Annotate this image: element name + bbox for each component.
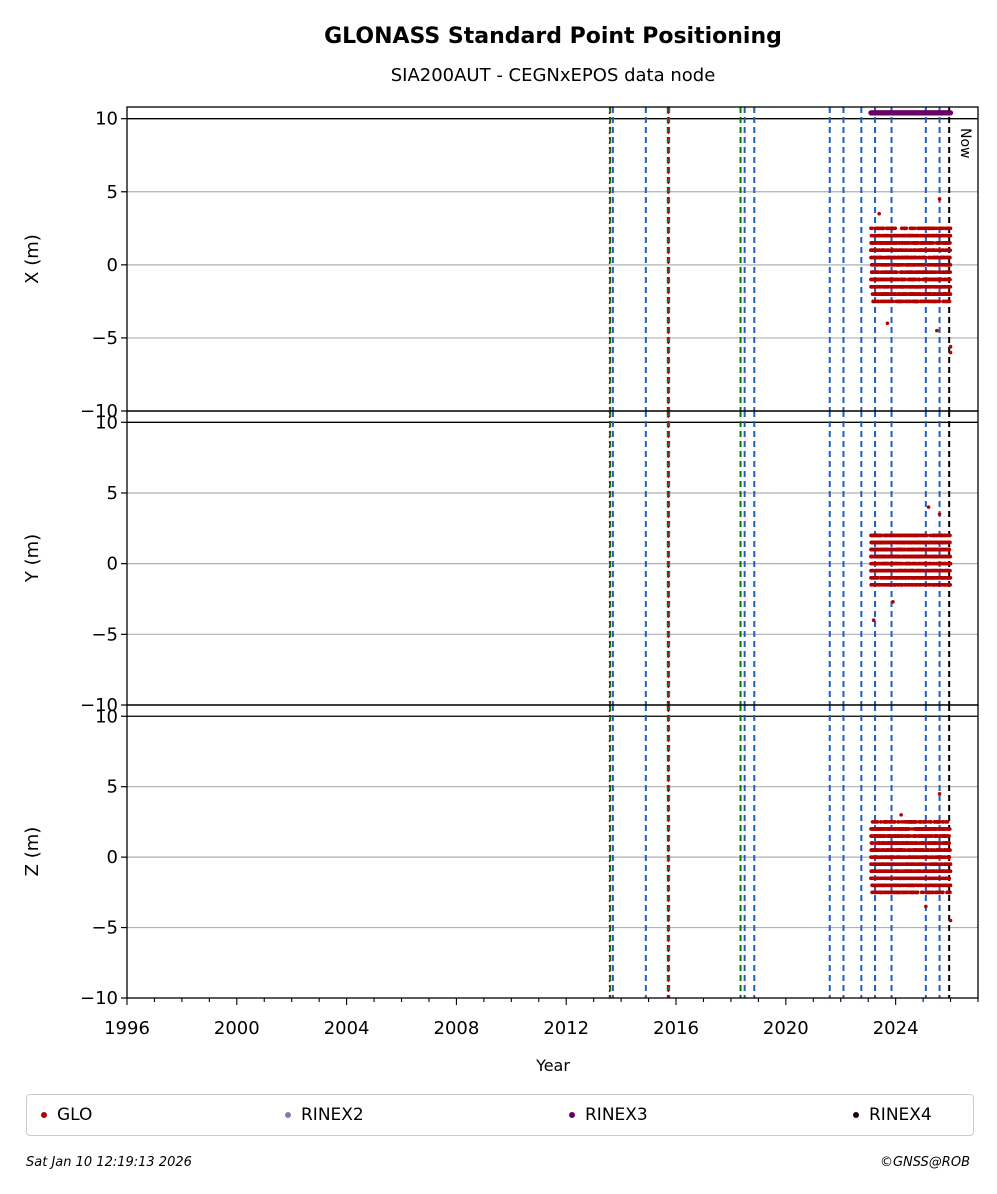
- panel-frame: [126, 410, 979, 706]
- data-point: [895, 270, 899, 274]
- data-point: [916, 299, 920, 304]
- y-axis-label: Y (m): [22, 534, 43, 583]
- data-point: [875, 820, 880, 824]
- data-point: [923, 255, 928, 260]
- data-point: [948, 233, 953, 238]
- data-point: [948, 568, 952, 573]
- data-point: [948, 575, 953, 580]
- data-point: [947, 299, 952, 304]
- data-point: [948, 263, 953, 267]
- y-tick-label: −5: [91, 624, 118, 645]
- data-point: [871, 618, 876, 622]
- data-point: [913, 226, 917, 231]
- data-point: [935, 328, 939, 333]
- panel-frame: [126, 106, 979, 412]
- data-point: [948, 270, 953, 274]
- y-tick-label: 10: [95, 412, 118, 433]
- data-point: [948, 350, 953, 355]
- data-point: [926, 505, 931, 509]
- data-point: [937, 512, 942, 516]
- chart-title: GLONASS Standard Point Positioning: [324, 24, 782, 49]
- data-point: [937, 299, 942, 304]
- data-point: [923, 263, 927, 267]
- data-point: [948, 540, 952, 545]
- now-label: Now: [957, 128, 973, 159]
- y-tick-label: 10: [95, 109, 118, 130]
- data-point: [893, 226, 898, 231]
- data-point: [948, 284, 953, 289]
- data-point: [904, 226, 909, 231]
- data-point: [948, 292, 953, 296]
- data-point: [885, 321, 890, 326]
- chart-subtitle: SIA200AUT - CEGNxEPOS data node: [391, 65, 716, 86]
- data-point: [917, 277, 922, 282]
- data-point: [947, 547, 952, 552]
- data-point: [948, 226, 953, 231]
- data-point: [948, 554, 953, 559]
- y-tick-label: 0: [107, 255, 118, 276]
- y-tick-label: 0: [107, 554, 118, 575]
- data-point: [903, 277, 907, 282]
- data-point: [948, 241, 952, 245]
- data-point: [948, 255, 952, 260]
- y-axis-label: X (m): [22, 234, 43, 284]
- y-tick-label: −5: [91, 328, 118, 349]
- data-point: [937, 197, 942, 201]
- data-point: [881, 226, 886, 231]
- data-point: [888, 583, 893, 587]
- data-point: [931, 241, 936, 245]
- data-point: [948, 344, 953, 349]
- data-point: [891, 299, 895, 304]
- data-point: [948, 561, 953, 566]
- y-tick-label: 5: [107, 483, 118, 504]
- data-point: [893, 820, 897, 824]
- data-point: [948, 248, 953, 253]
- data-point: [915, 890, 920, 895]
- rinex3-point: [947, 110, 954, 116]
- data-point: [948, 533, 952, 538]
- data-point: [924, 533, 929, 538]
- data-point: [891, 600, 895, 604]
- y-tick-label: 5: [107, 182, 118, 203]
- data-point: [948, 277, 952, 282]
- data-point: [870, 226, 875, 231]
- data-point: [948, 583, 953, 587]
- data-point: [877, 211, 881, 216]
